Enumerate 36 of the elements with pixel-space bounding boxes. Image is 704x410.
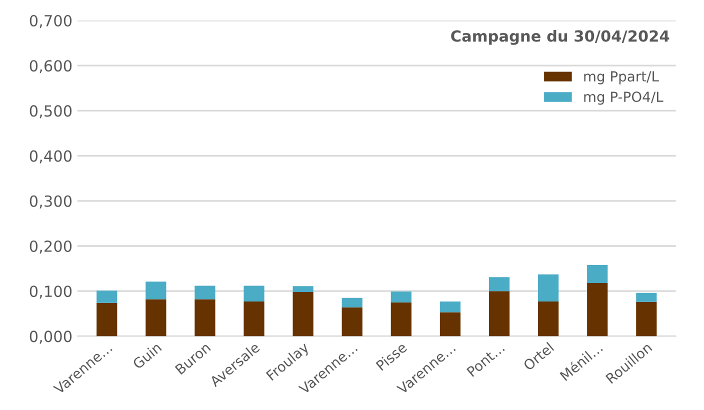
bar [244, 286, 264, 302]
bar [194, 286, 216, 300]
y-tick-label: 0,600 [30, 60, 72, 74]
bar [538, 274, 559, 302]
bar [587, 264, 608, 283]
bar [636, 302, 657, 336]
bar [96, 302, 118, 336]
bar [538, 301, 559, 336]
y-tick-label: 0,300 [30, 195, 72, 208]
bar [342, 307, 362, 336]
bar [194, 299, 216, 336]
bar [390, 302, 412, 336]
bar [440, 312, 461, 336]
y-tick-label: 0,400 [30, 150, 72, 164]
bar [292, 292, 314, 336]
y-tick-label: 0,100 [30, 286, 72, 299]
y-tick-label: 0,500 [30, 105, 72, 118]
bar [390, 292, 412, 302]
y-tick-label: 0,000 [30, 330, 72, 344]
bar [440, 301, 461, 312]
bar [636, 292, 657, 302]
bar [244, 301, 264, 336]
y-tick-label: 0,700 [30, 14, 72, 28]
bar [96, 290, 118, 303]
bar [488, 291, 510, 336]
bar [587, 282, 608, 336]
bar [146, 282, 166, 300]
x-tick-label: Guin [132, 342, 162, 370]
bar [292, 286, 314, 292]
text: Campagne du 30/04/2024 [451, 30, 670, 45]
bar [488, 277, 510, 292]
legend-label: mg P-PO4/L [584, 92, 664, 105]
y-tick-label: 0,200 [30, 240, 72, 254]
bar [342, 298, 362, 308]
legend-label: mg Ppart/L [584, 71, 659, 84]
bar [146, 299, 166, 336]
